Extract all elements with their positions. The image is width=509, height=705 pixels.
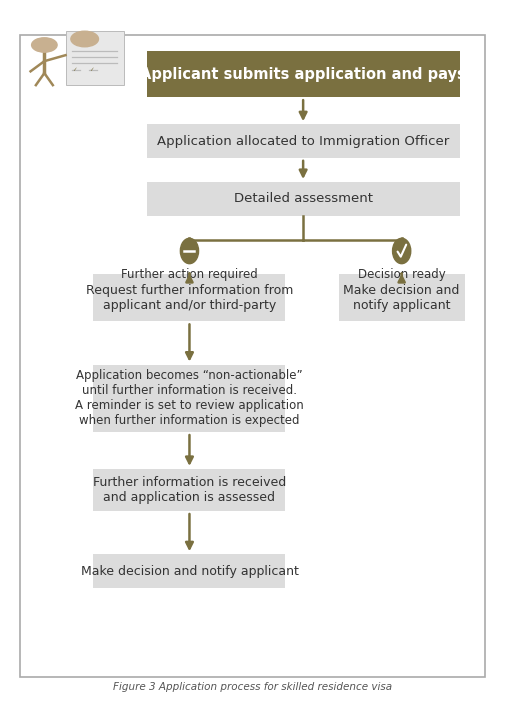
Circle shape — [392, 238, 410, 264]
Text: Further action required: Further action required — [121, 268, 258, 281]
FancyBboxPatch shape — [146, 51, 459, 97]
Text: Applicant submits application and pays: Applicant submits application and pays — [140, 66, 465, 82]
Circle shape — [180, 238, 198, 264]
Text: Application allocated to Immigration Officer: Application allocated to Immigration Off… — [157, 135, 448, 147]
Text: Application becomes “non-actionable”
until further information is received.
A re: Application becomes “non-actionable” unt… — [75, 369, 303, 427]
FancyBboxPatch shape — [338, 274, 464, 321]
FancyBboxPatch shape — [20, 35, 484, 677]
FancyBboxPatch shape — [146, 182, 459, 216]
Text: Further information is received
and application is assessed: Further information is received and appl… — [93, 476, 286, 504]
Text: Detailed assessment: Detailed assessment — [233, 192, 372, 205]
Text: Figure 3 Application process for skilled residence visa: Figure 3 Application process for skilled… — [113, 682, 391, 692]
Text: Make decision and notify applicant: Make decision and notify applicant — [80, 565, 298, 577]
FancyBboxPatch shape — [146, 124, 459, 158]
FancyBboxPatch shape — [93, 274, 285, 321]
FancyBboxPatch shape — [93, 554, 285, 588]
Text: Make decision and
notify applicant: Make decision and notify applicant — [343, 283, 459, 312]
FancyBboxPatch shape — [93, 469, 285, 511]
Text: Decision ready: Decision ready — [357, 268, 445, 281]
FancyBboxPatch shape — [93, 365, 285, 431]
Text: Request further information from
applicant and/or third-party: Request further information from applica… — [86, 283, 293, 312]
